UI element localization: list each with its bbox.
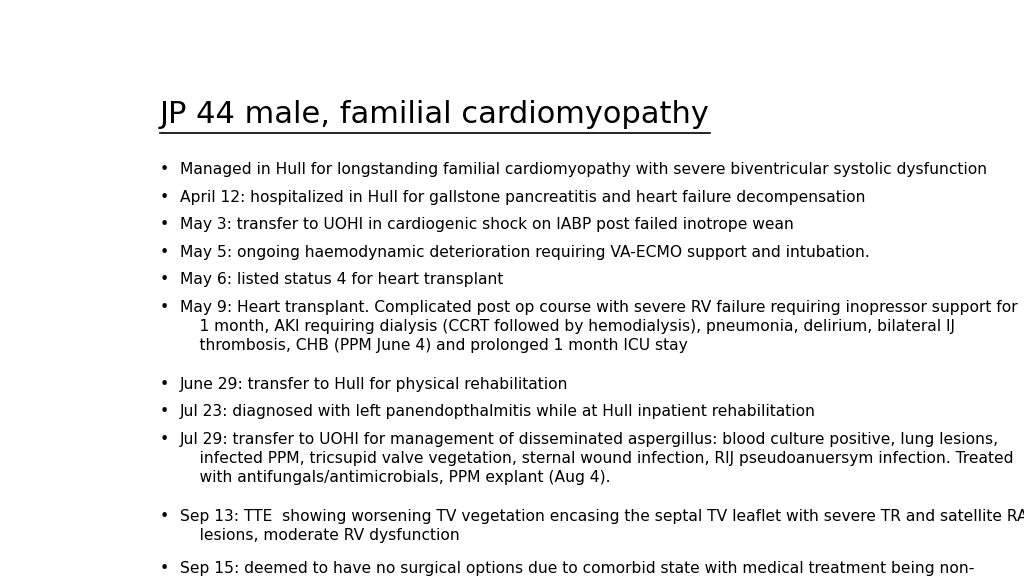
- Text: June 29: transfer to Hull for physical rehabilitation: June 29: transfer to Hull for physical r…: [179, 377, 568, 392]
- Text: •: •: [160, 162, 169, 177]
- Text: •: •: [160, 509, 169, 524]
- Text: •: •: [160, 272, 169, 287]
- Text: Managed in Hull for longstanding familial cardiomyopathy with severe biventricul: Managed in Hull for longstanding familia…: [179, 162, 987, 177]
- Text: •: •: [160, 300, 169, 314]
- Text: •: •: [160, 560, 169, 575]
- Text: •: •: [160, 190, 169, 204]
- Text: April 12: hospitalized in Hull for gallstone pancreatitis and heart failure deco: April 12: hospitalized in Hull for galls…: [179, 190, 865, 204]
- Text: Sep 13: TTE  showing worsening TV vegetation encasing the septal TV leaflet with: Sep 13: TTE showing worsening TV vegetat…: [179, 509, 1024, 543]
- Text: •: •: [160, 217, 169, 232]
- Text: Sep 15: deemed to have no surgical options due to comorbid state with medical tr: Sep 15: deemed to have no surgical optio…: [179, 560, 1015, 576]
- Text: JP 44 male, familial cardiomyopathy: JP 44 male, familial cardiomyopathy: [160, 100, 710, 129]
- Text: May 3: transfer to UOHI in cardiogenic shock on IABP post failed inotrope wean: May 3: transfer to UOHI in cardiogenic s…: [179, 217, 794, 232]
- Text: •: •: [160, 377, 169, 392]
- Text: •: •: [160, 432, 169, 447]
- Text: May 9: Heart transplant. Complicated post op course with severe RV failure requi: May 9: Heart transplant. Complicated pos…: [179, 300, 1017, 353]
- Text: May 5: ongoing haemodynamic deterioration requiring VA-ECMO support and intubati: May 5: ongoing haemodynamic deterioratio…: [179, 245, 869, 260]
- Text: •: •: [160, 245, 169, 260]
- Text: •: •: [160, 404, 169, 419]
- Text: May 6: listed status 4 for heart transplant: May 6: listed status 4 for heart transpl…: [179, 272, 503, 287]
- Text: Jul 29: transfer to UOHI for management of disseminated aspergillus: blood cultu: Jul 29: transfer to UOHI for management …: [179, 432, 1013, 486]
- Text: Jul 23: diagnosed with left panendopthalmitis while at Hull inpatient rehabilita: Jul 23: diagnosed with left panendopthal…: [179, 404, 815, 419]
